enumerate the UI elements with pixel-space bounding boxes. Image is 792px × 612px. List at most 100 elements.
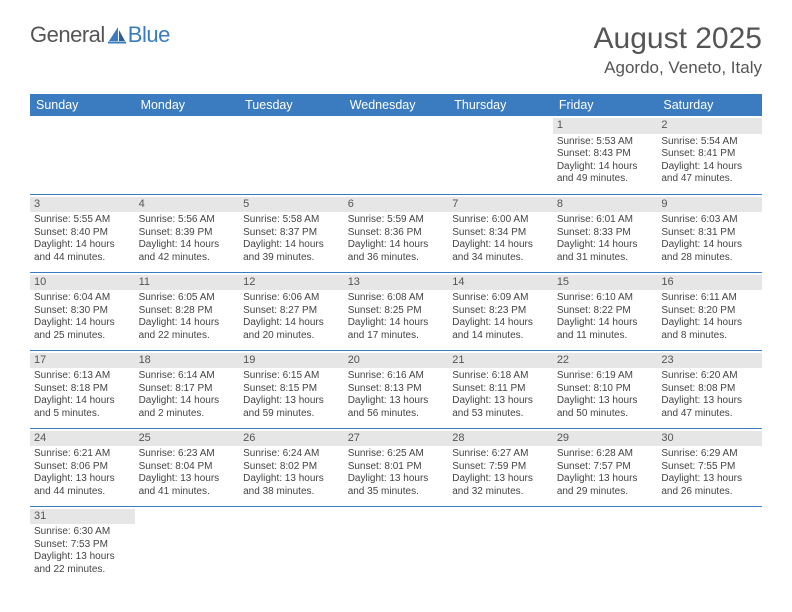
day-number: 14 — [448, 275, 553, 291]
calendar-cell: 26Sunrise: 6:24 AMSunset: 8:02 PMDayligh… — [239, 428, 344, 506]
calendar-cell: 3Sunrise: 5:55 AMSunset: 8:40 PMDaylight… — [30, 194, 135, 272]
weekday-header-row: Sunday Monday Tuesday Wednesday Thursday… — [30, 94, 762, 116]
sunset-text: Sunset: 8:04 PM — [139, 461, 236, 474]
sunrise-text: Sunrise: 6:03 AM — [661, 214, 758, 227]
sunrise-text: Sunrise: 6:13 AM — [34, 370, 131, 383]
daylight-text: Daylight: 14 hours — [34, 239, 131, 252]
calendar-row: 17Sunrise: 6:13 AMSunset: 8:18 PMDayligh… — [30, 350, 762, 428]
weekday-header: Tuesday — [239, 94, 344, 116]
sunrise-text: Sunrise: 6:16 AM — [348, 370, 445, 383]
weekday-header: Sunday — [30, 94, 135, 116]
sunrise-text: Sunrise: 6:04 AM — [34, 292, 131, 305]
sunset-text: Sunset: 8:36 PM — [348, 227, 445, 240]
daylight-text: and 34 minutes. — [452, 252, 549, 265]
daylight-text: and 47 minutes. — [661, 408, 758, 421]
daylight-text: and 44 minutes. — [34, 252, 131, 265]
daylight-text: Daylight: 14 hours — [348, 317, 445, 330]
calendar-cell: 11Sunrise: 6:05 AMSunset: 8:28 PMDayligh… — [135, 272, 240, 350]
sunrise-text: Sunrise: 6:28 AM — [557, 448, 654, 461]
daylight-text: Daylight: 14 hours — [139, 317, 236, 330]
sunset-text: Sunset: 8:08 PM — [661, 383, 758, 396]
sunrise-text: Sunrise: 6:21 AM — [34, 448, 131, 461]
day-number: 28 — [448, 431, 553, 447]
calendar-cell: 30Sunrise: 6:29 AMSunset: 7:55 PMDayligh… — [657, 428, 762, 506]
sunset-text: Sunset: 8:15 PM — [243, 383, 340, 396]
calendar-row: 3Sunrise: 5:55 AMSunset: 8:40 PMDaylight… — [30, 194, 762, 272]
sunrise-text: Sunrise: 5:58 AM — [243, 214, 340, 227]
day-number: 8 — [553, 197, 658, 213]
location: Agordo, Veneto, Italy — [594, 58, 762, 78]
logo-text-2: Blue — [128, 22, 170, 48]
day-number: 18 — [135, 353, 240, 369]
daylight-text: and 39 minutes. — [243, 252, 340, 265]
sunset-text: Sunset: 8:17 PM — [139, 383, 236, 396]
day-number: 9 — [657, 197, 762, 213]
sunrise-text: Sunrise: 6:24 AM — [243, 448, 340, 461]
calendar-cell: 1Sunrise: 5:53 AMSunset: 8:43 PMDaylight… — [553, 116, 658, 194]
sunrise-text: Sunrise: 6:20 AM — [661, 370, 758, 383]
calendar-cell: 6Sunrise: 5:59 AMSunset: 8:36 PMDaylight… — [344, 194, 449, 272]
weekday-header: Friday — [553, 94, 658, 116]
sunset-text: Sunset: 7:55 PM — [661, 461, 758, 474]
day-number: 7 — [448, 197, 553, 213]
daylight-text: Daylight: 14 hours — [348, 239, 445, 252]
calendar-cell: 17Sunrise: 6:13 AMSunset: 8:18 PMDayligh… — [30, 350, 135, 428]
day-number: 4 — [135, 197, 240, 213]
daylight-text: and 35 minutes. — [348, 486, 445, 499]
day-number: 17 — [30, 353, 135, 369]
daylight-text: and 28 minutes. — [661, 252, 758, 265]
calendar-cell: 21Sunrise: 6:18 AMSunset: 8:11 PMDayligh… — [448, 350, 553, 428]
calendar-cell: 20Sunrise: 6:16 AMSunset: 8:13 PMDayligh… — [344, 350, 449, 428]
sunrise-text: Sunrise: 6:05 AM — [139, 292, 236, 305]
sunrise-text: Sunrise: 6:08 AM — [348, 292, 445, 305]
day-number: 2 — [657, 118, 762, 134]
day-number: 11 — [135, 275, 240, 291]
sunrise-text: Sunrise: 6:19 AM — [557, 370, 654, 383]
sunset-text: Sunset: 8:11 PM — [452, 383, 549, 396]
daylight-text: Daylight: 14 hours — [139, 239, 236, 252]
daylight-text: and 14 minutes. — [452, 330, 549, 343]
daylight-text: and 32 minutes. — [452, 486, 549, 499]
daylight-text: and 11 minutes. — [557, 330, 654, 343]
header: General Blue August 2025 Agordo, Veneto,… — [0, 0, 792, 86]
daylight-text: and 59 minutes. — [243, 408, 340, 421]
sunset-text: Sunset: 8:39 PM — [139, 227, 236, 240]
daylight-text: and 36 minutes. — [348, 252, 445, 265]
weekday-header: Monday — [135, 94, 240, 116]
daylight-text: and 47 minutes. — [661, 173, 758, 186]
daylight-text: Daylight: 13 hours — [34, 473, 131, 486]
daylight-text: Daylight: 14 hours — [661, 239, 758, 252]
sunset-text: Sunset: 7:57 PM — [557, 461, 654, 474]
calendar-row: 1Sunrise: 5:53 AMSunset: 8:43 PMDaylight… — [30, 116, 762, 194]
calendar-cell — [135, 116, 240, 194]
calendar-cell: 13Sunrise: 6:08 AMSunset: 8:25 PMDayligh… — [344, 272, 449, 350]
sunset-text: Sunset: 8:40 PM — [34, 227, 131, 240]
daylight-text: Daylight: 13 hours — [34, 551, 131, 564]
daylight-text: and 22 minutes. — [139, 330, 236, 343]
sunset-text: Sunset: 8:30 PM — [34, 305, 131, 318]
calendar-cell: 8Sunrise: 6:01 AMSunset: 8:33 PMDaylight… — [553, 194, 658, 272]
sunset-text: Sunset: 7:59 PM — [452, 461, 549, 474]
daylight-text: and 49 minutes. — [557, 173, 654, 186]
sunset-text: Sunset: 8:27 PM — [243, 305, 340, 318]
daylight-text: Daylight: 13 hours — [452, 473, 549, 486]
daylight-text: Daylight: 14 hours — [557, 239, 654, 252]
calendar-cell: 12Sunrise: 6:06 AMSunset: 8:27 PMDayligh… — [239, 272, 344, 350]
daylight-text: and 8 minutes. — [661, 330, 758, 343]
sunset-text: Sunset: 8:13 PM — [348, 383, 445, 396]
calendar-row: 31Sunrise: 6:30 AMSunset: 7:53 PMDayligh… — [30, 506, 762, 584]
daylight-text: and 41 minutes. — [139, 486, 236, 499]
daylight-text: and 53 minutes. — [452, 408, 549, 421]
calendar-cell: 5Sunrise: 5:58 AMSunset: 8:37 PMDaylight… — [239, 194, 344, 272]
sunrise-text: Sunrise: 6:10 AM — [557, 292, 654, 305]
daylight-text: and 5 minutes. — [34, 408, 131, 421]
daylight-text: and 17 minutes. — [348, 330, 445, 343]
sunset-text: Sunset: 8:02 PM — [243, 461, 340, 474]
daylight-text: Daylight: 13 hours — [243, 473, 340, 486]
calendar-cell — [657, 506, 762, 584]
daylight-text: Daylight: 13 hours — [243, 395, 340, 408]
daylight-text: Daylight: 14 hours — [557, 161, 654, 174]
daylight-text: Daylight: 13 hours — [557, 473, 654, 486]
day-number: 30 — [657, 431, 762, 447]
title-block: August 2025 Agordo, Veneto, Italy — [594, 22, 762, 78]
